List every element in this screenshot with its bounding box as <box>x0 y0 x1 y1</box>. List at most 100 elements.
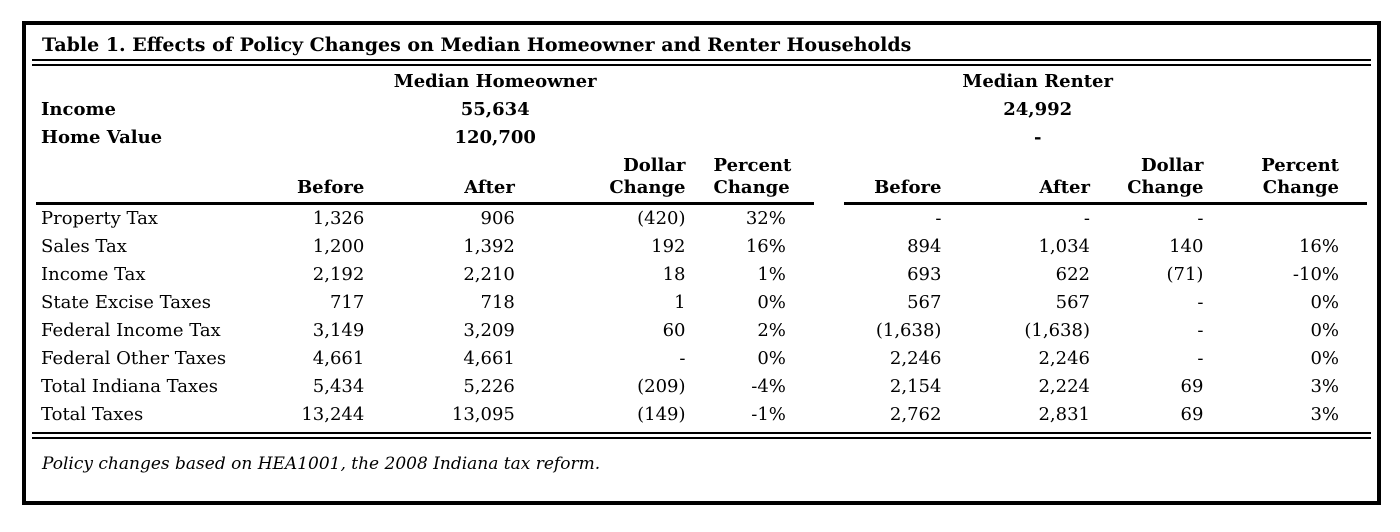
policy-effects-table: Median Homeowner Median Renter Income 55… <box>36 68 1367 429</box>
cell-value: - <box>1197 292 1204 313</box>
homeowner-after-header: After <box>392 177 543 205</box>
table-frame: Table 1. Effects of Policy Changes on Me… <box>22 21 1381 505</box>
cell-value: (420) <box>637 208 686 229</box>
empty-cell <box>1231 124 1367 152</box>
cell-value: 894 <box>907 236 942 257</box>
cell-value: (71) <box>1166 264 1204 285</box>
row-label: Income Tax <box>41 264 146 285</box>
home-value-label: Home Value <box>41 127 163 148</box>
column-header-row-bottom: Before After Change Change Before After … <box>36 177 1367 205</box>
cell-value: (149) <box>637 404 686 425</box>
renter-percent-change-header: Percent <box>1261 155 1339 176</box>
income-label: Income <box>41 99 116 120</box>
cell-value: 2,246 <box>1038 348 1090 369</box>
column-gap <box>814 152 844 177</box>
cell-value: 3% <box>1310 404 1339 425</box>
homeowner-income-value: 55,634 <box>460 99 530 120</box>
cell-value: 1,200 <box>312 236 365 257</box>
row-label: Total Taxes <box>41 404 144 425</box>
cell-value: 5,434 <box>312 376 365 397</box>
cell-value: 2,154 <box>889 376 942 397</box>
cell-value: 1,034 <box>1038 236 1090 257</box>
homeowner-percent-change-header: Change <box>713 177 814 205</box>
cell-value: 0% <box>757 292 786 313</box>
table-row: Total Indiana Taxes 5,434 5,226 (209) -4… <box>36 373 1367 401</box>
cell-value: 16% <box>1298 236 1339 257</box>
empty-cell <box>714 96 814 124</box>
table-footnote: Policy changes based on HEA1001, the 200… <box>42 454 601 474</box>
cell-value: 1,326 <box>312 208 365 229</box>
cell-value: 2,210 <box>463 264 515 285</box>
income-row: Income 55,634 24,992 <box>36 96 1367 124</box>
cell-value: 717 <box>329 292 365 313</box>
column-gap <box>814 317 844 345</box>
renter-group-title: Median Renter <box>962 71 1113 92</box>
column-gap <box>814 401 844 429</box>
column-gap <box>814 96 844 124</box>
home-value-row: Home Value 120,700 - <box>36 124 1367 152</box>
renter-home-value: - <box>1033 127 1042 148</box>
cell-value: - <box>1197 320 1204 341</box>
cell-value: 69 <box>1180 376 1204 397</box>
empty-cell <box>36 152 277 177</box>
cell-value: 18 <box>662 264 686 285</box>
empty-cell <box>1231 68 1367 96</box>
cell-value: 3,149 <box>312 320 365 341</box>
cell-value: 693 <box>907 264 942 285</box>
cell-value: 69 <box>1180 404 1204 425</box>
cell-value: 622 <box>1055 264 1090 285</box>
row-label: Federal Income Tax <box>41 320 221 341</box>
column-gap <box>814 68 844 96</box>
renter-before-header: Before <box>843 177 970 205</box>
cell-value: - <box>1197 348 1204 369</box>
empty-cell <box>392 152 543 177</box>
cell-value: 0% <box>1310 320 1339 341</box>
cell-value: 192 <box>651 236 686 257</box>
empty-cell <box>969 152 1118 177</box>
empty-cell <box>714 68 814 96</box>
table-row: Federal Income Tax 3,149 3,209 60 2% (1,… <box>36 317 1367 345</box>
cell-value: 0% <box>757 348 786 369</box>
table-row: Total Taxes 13,244 13,095 (149) -1% 2,76… <box>36 401 1367 429</box>
homeowner-dollar-change-header: Dollar <box>623 155 686 176</box>
homeowner-group-title: Median Homeowner <box>393 71 597 92</box>
cell-value: 567 <box>1055 292 1090 313</box>
cell-value: 1 <box>674 292 686 313</box>
table-row: Income Tax 2,192 2,210 18 1% 693 622 (71… <box>36 261 1367 289</box>
renter-dollar-change-header: Dollar <box>1140 155 1204 176</box>
cell-value: (1,638) <box>875 320 942 341</box>
column-gap <box>814 289 844 317</box>
cell-value: -4% <box>751 376 786 397</box>
empty-cell <box>36 177 277 205</box>
homeowner-home-value: 120,700 <box>454 127 536 148</box>
cell-value: - <box>935 208 942 229</box>
cell-value: - <box>1083 208 1090 229</box>
cell-value <box>1231 204 1367 234</box>
table-row: Property Tax 1,326 906 (420) 32% - - - <box>36 204 1367 234</box>
cell-value: 2% <box>757 320 786 341</box>
column-gap <box>814 373 844 401</box>
renter-after-header: After <box>969 177 1118 205</box>
column-gap <box>814 233 844 261</box>
column-gap <box>814 261 844 289</box>
row-label: State Excise Taxes <box>41 292 212 313</box>
group-header-row: Median Homeowner Median Renter <box>36 68 1367 96</box>
table-row: Federal Other Taxes 4,661 4,661 - 0% 2,2… <box>36 345 1367 373</box>
cell-value: 2,831 <box>1038 404 1090 425</box>
row-label: Property Tax <box>41 208 158 229</box>
renter-income-value: 24,992 <box>1003 99 1073 120</box>
cell-value: 5,226 <box>463 376 515 397</box>
row-label: Sales Tax <box>41 236 127 257</box>
column-gap <box>814 204 844 234</box>
row-label: Total Indiana Taxes <box>41 376 219 397</box>
cell-value: 3,209 <box>463 320 515 341</box>
title-double-rule <box>32 59 1371 66</box>
table-row: Sales Tax 1,200 1,392 192 16% 894 1,034 … <box>36 233 1367 261</box>
table-row: State Excise Taxes 717 718 1 0% 567 567 … <box>36 289 1367 317</box>
homeowner-percent-change-header: Percent <box>713 155 792 176</box>
cell-value: 1,392 <box>463 236 515 257</box>
cell-value: 4,661 <box>463 348 515 369</box>
empty-cell <box>1231 96 1367 124</box>
cell-value: (1,638) <box>1024 320 1090 341</box>
